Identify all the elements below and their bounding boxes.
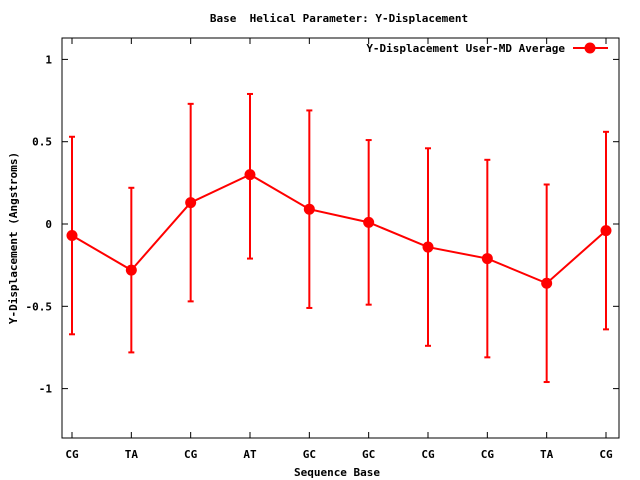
data-point [185,197,197,209]
data-point [244,169,256,181]
x-axis: CG TA CG AT GC GC CG CG TA CG [65,38,613,461]
x-tick-label: CG [184,448,198,461]
data-point [303,203,315,215]
series-line-group [66,169,612,289]
data-point [125,264,137,276]
x-axis-label: Sequence Base [294,466,380,479]
x-tick-label: CG [421,448,435,461]
data-point [422,241,434,253]
x-tick-label: TA [125,448,139,461]
y-tick-label: -1 [39,383,53,396]
plot-frame [61,37,620,439]
y-axis: -1 -0.5 0 0.5 1 [26,53,619,396]
legend: Y-Displacement User-MD Average [366,42,608,55]
data-point [66,230,78,242]
x-tick-label: GC [362,448,375,461]
y-tick-label: 0 [45,218,52,231]
series-line [71,173,607,285]
y-tick-label: -0.5 [26,300,53,313]
y-tick-label: 0.5 [32,136,52,149]
chart-title: Base Helical Parameter: Y-Displacement [210,12,468,25]
legend-marker-swatch [584,42,596,54]
legend-label: Y-Displacement User-MD Average [366,42,565,55]
y-tick-label: 1 [45,53,52,66]
x-tick-label: GC [303,448,316,461]
error-bars [69,92,609,384]
data-point [541,277,553,289]
data-point [363,216,375,228]
x-tick-label: CG [65,448,79,461]
x-tick-label: CG [481,448,495,461]
x-tick-label: TA [540,448,554,461]
x-tick-label: CG [599,448,613,461]
data-point [481,253,493,265]
data-point [600,225,612,237]
x-tick-label: AT [243,448,257,461]
y-axis-label: Y-Displacement (Angstroms) [7,152,20,324]
